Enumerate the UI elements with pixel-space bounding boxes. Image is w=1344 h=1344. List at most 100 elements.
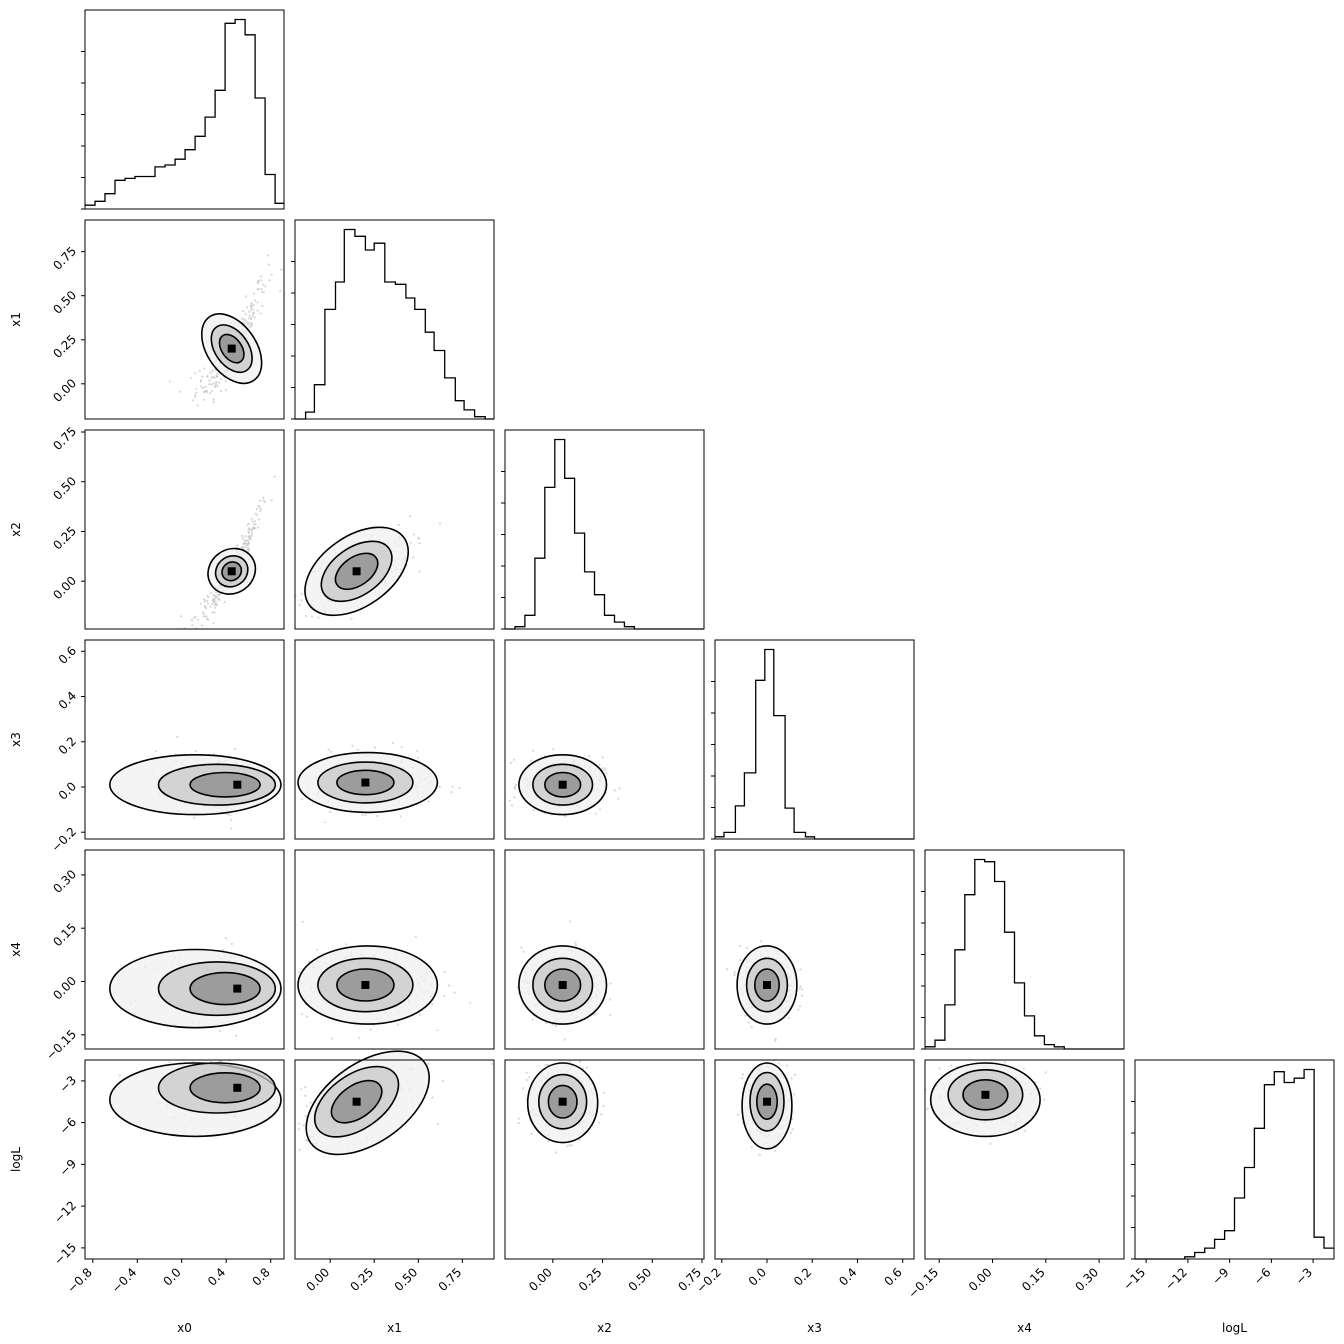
scatter-point [427,800,430,803]
scatter-point [600,1113,603,1116]
scatter-point [989,1142,992,1145]
density-peak-x2-logL [558,1097,567,1106]
scatter-point [926,1107,929,1110]
scatter-point [738,959,742,962]
scatter-point [1023,1129,1026,1132]
y-tick-label-x1: 0.50 [50,288,79,317]
scatter-point [301,920,304,923]
scatter-point [279,290,282,293]
y-tick-label-logL: −9 [57,1157,79,1179]
scatter-point [205,389,208,392]
scatter-point [758,1153,762,1156]
scatter-point [458,786,461,790]
scatter-point [532,808,535,812]
scatter-point [598,808,602,811]
scatter-point [194,750,197,753]
scatter-point [750,1025,753,1029]
scatter-point [245,295,248,298]
panel-frame-x0-logL [84,1059,285,1260]
scatter-point [1034,1081,1037,1084]
density-peak-x3-x4 [763,981,771,989]
scatter-point [566,1145,569,1148]
y-tick-label-logL: −15 [51,1240,79,1268]
scatter-point [213,606,217,609]
scatter-point [617,797,620,800]
scatter-point [246,542,249,546]
x-tick-label-logL: −3 [1293,1265,1315,1287]
scatter-point [205,615,208,618]
scatter-point [246,306,249,309]
scatter-point [250,318,253,321]
panel-frame-x4-logL [924,1059,1125,1260]
panel-frame-x3-x4 [714,849,915,1050]
scatter-point [1043,1098,1046,1101]
scatter-point [191,624,194,627]
scatter-point [250,316,253,319]
scatter-point [241,536,244,540]
scatter-point [190,619,194,622]
scatter-point [251,527,254,530]
panel-frame-x1-x4 [294,849,495,1050]
scatter-point [790,1077,793,1080]
y-tick-label-x3: 0.0 [56,779,79,802]
scatter-point [218,598,221,601]
scatter-point [773,1149,777,1152]
density-peak-x1-x2 [352,567,361,576]
scatter-point [799,985,802,988]
scatter-point [243,546,246,549]
scatter-point [230,942,233,946]
scatter-point [270,273,273,276]
scatter-point [225,388,228,392]
y-tick-label-x4: 0.30 [50,867,79,896]
scatter-point [431,1096,434,1099]
scatter-point [215,374,218,377]
scatter-point [214,383,218,386]
scatter-point [198,370,201,373]
y-tick-label-x1: 0.25 [50,332,79,361]
histogram-x3 [715,648,914,840]
density-peak-x0-x2 [227,567,236,576]
scatter-point [1039,1087,1042,1090]
scatter-point [245,544,248,547]
scatter-point [618,787,621,790]
scatter-point [418,570,421,573]
scatter-point [203,600,206,603]
scatter-point [217,381,221,384]
scatter-point [209,605,212,608]
scatter-point [555,1151,558,1154]
x-tick-label-x1: 0.50 [392,1265,421,1294]
scatter-point [417,537,421,540]
x-tick-label-logL: −9 [1209,1265,1231,1287]
scatter-point [602,1105,605,1108]
scatter-point [214,591,217,594]
y-tick-label-x3: 0.2 [56,734,79,757]
scatter-point [194,394,197,397]
x-tick-label-x4: 0.15 [1019,1265,1048,1294]
scatter-point [192,399,195,402]
scatter-point [248,326,251,329]
scatter-point [436,1029,439,1032]
scatter-point [302,1124,305,1127]
panel-frame-x2-x4 [504,849,705,1050]
scatter-point [791,1128,795,1131]
scatter-point [726,968,729,971]
x-tick-label-x4: −0.15 [905,1265,941,1301]
scatter-point [593,1013,596,1016]
scatter-point [297,971,300,974]
density-peak-x3-logL [763,1097,771,1106]
scatter-point [797,1008,800,1011]
x-tick-label-x3: 0.2 [791,1265,814,1288]
x-tick-label-logL: −15 [1120,1265,1148,1293]
scatter-point [195,391,198,394]
scatter-point [514,787,517,790]
scatter-point [574,944,578,947]
scatter-point [563,1038,566,1041]
scatter-point [243,539,246,542]
scatter-point [212,597,215,600]
panel-frame-x0-x4 [84,849,285,1050]
scatter-point [414,935,417,938]
scatter-point [376,814,379,818]
scatter-point [259,312,262,315]
x-tick-label-x4: 0.30 [1072,1265,1101,1294]
contour-x0-logL-3 [189,1072,261,1104]
